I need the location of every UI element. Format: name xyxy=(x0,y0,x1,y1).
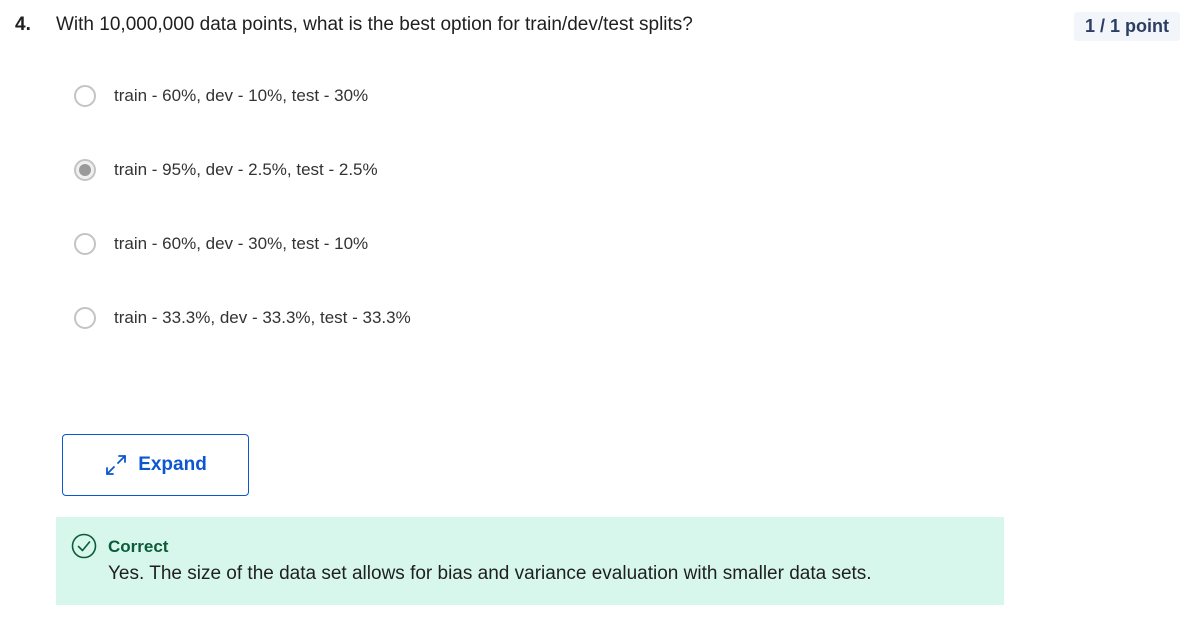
radio-button[interactable] xyxy=(74,233,96,255)
feedback-title: Correct xyxy=(108,537,169,556)
option-label: train - 33.3%, dev - 33.3%, test - 33.3% xyxy=(114,308,411,327)
radio-button-selected[interactable] xyxy=(74,159,96,181)
expand-button[interactable]: Expand xyxy=(62,434,249,496)
question-text: With 10,000,000 data points, what is the… xyxy=(56,14,693,35)
expand-label: Expand xyxy=(138,454,207,475)
feedback-text: Yes. The size of the data set allows for… xyxy=(108,563,872,584)
answer-option[interactable]: train - 60%, dev - 10%, test - 30% xyxy=(74,82,368,110)
option-label: train - 60%, dev - 10%, test - 30% xyxy=(114,86,369,105)
radio-dot xyxy=(79,164,91,176)
answer-option-selected[interactable]: train - 95%, dev - 2.5%, test - 2.5% xyxy=(74,156,378,184)
option-label: train - 60%, dev - 30%, test - 10% xyxy=(114,234,369,253)
radio-button[interactable] xyxy=(74,307,96,329)
option-label: train - 95%, dev - 2.5%, test - 2.5% xyxy=(114,160,378,179)
check-circle-icon xyxy=(71,533,97,559)
answer-option[interactable]: train - 33.3%, dev - 33.3%, test - 33.3% xyxy=(74,304,411,332)
points-badge: 1 / 1 point xyxy=(1073,12,1180,41)
feedback-panel: Correct Yes. The size of the data set al… xyxy=(56,517,1004,605)
expand-arrows-icon xyxy=(104,453,128,477)
answer-option[interactable]: train - 60%, dev - 30%, test - 10% xyxy=(74,230,368,258)
radio-button[interactable] xyxy=(74,85,96,107)
question-number: 4. xyxy=(15,14,31,35)
